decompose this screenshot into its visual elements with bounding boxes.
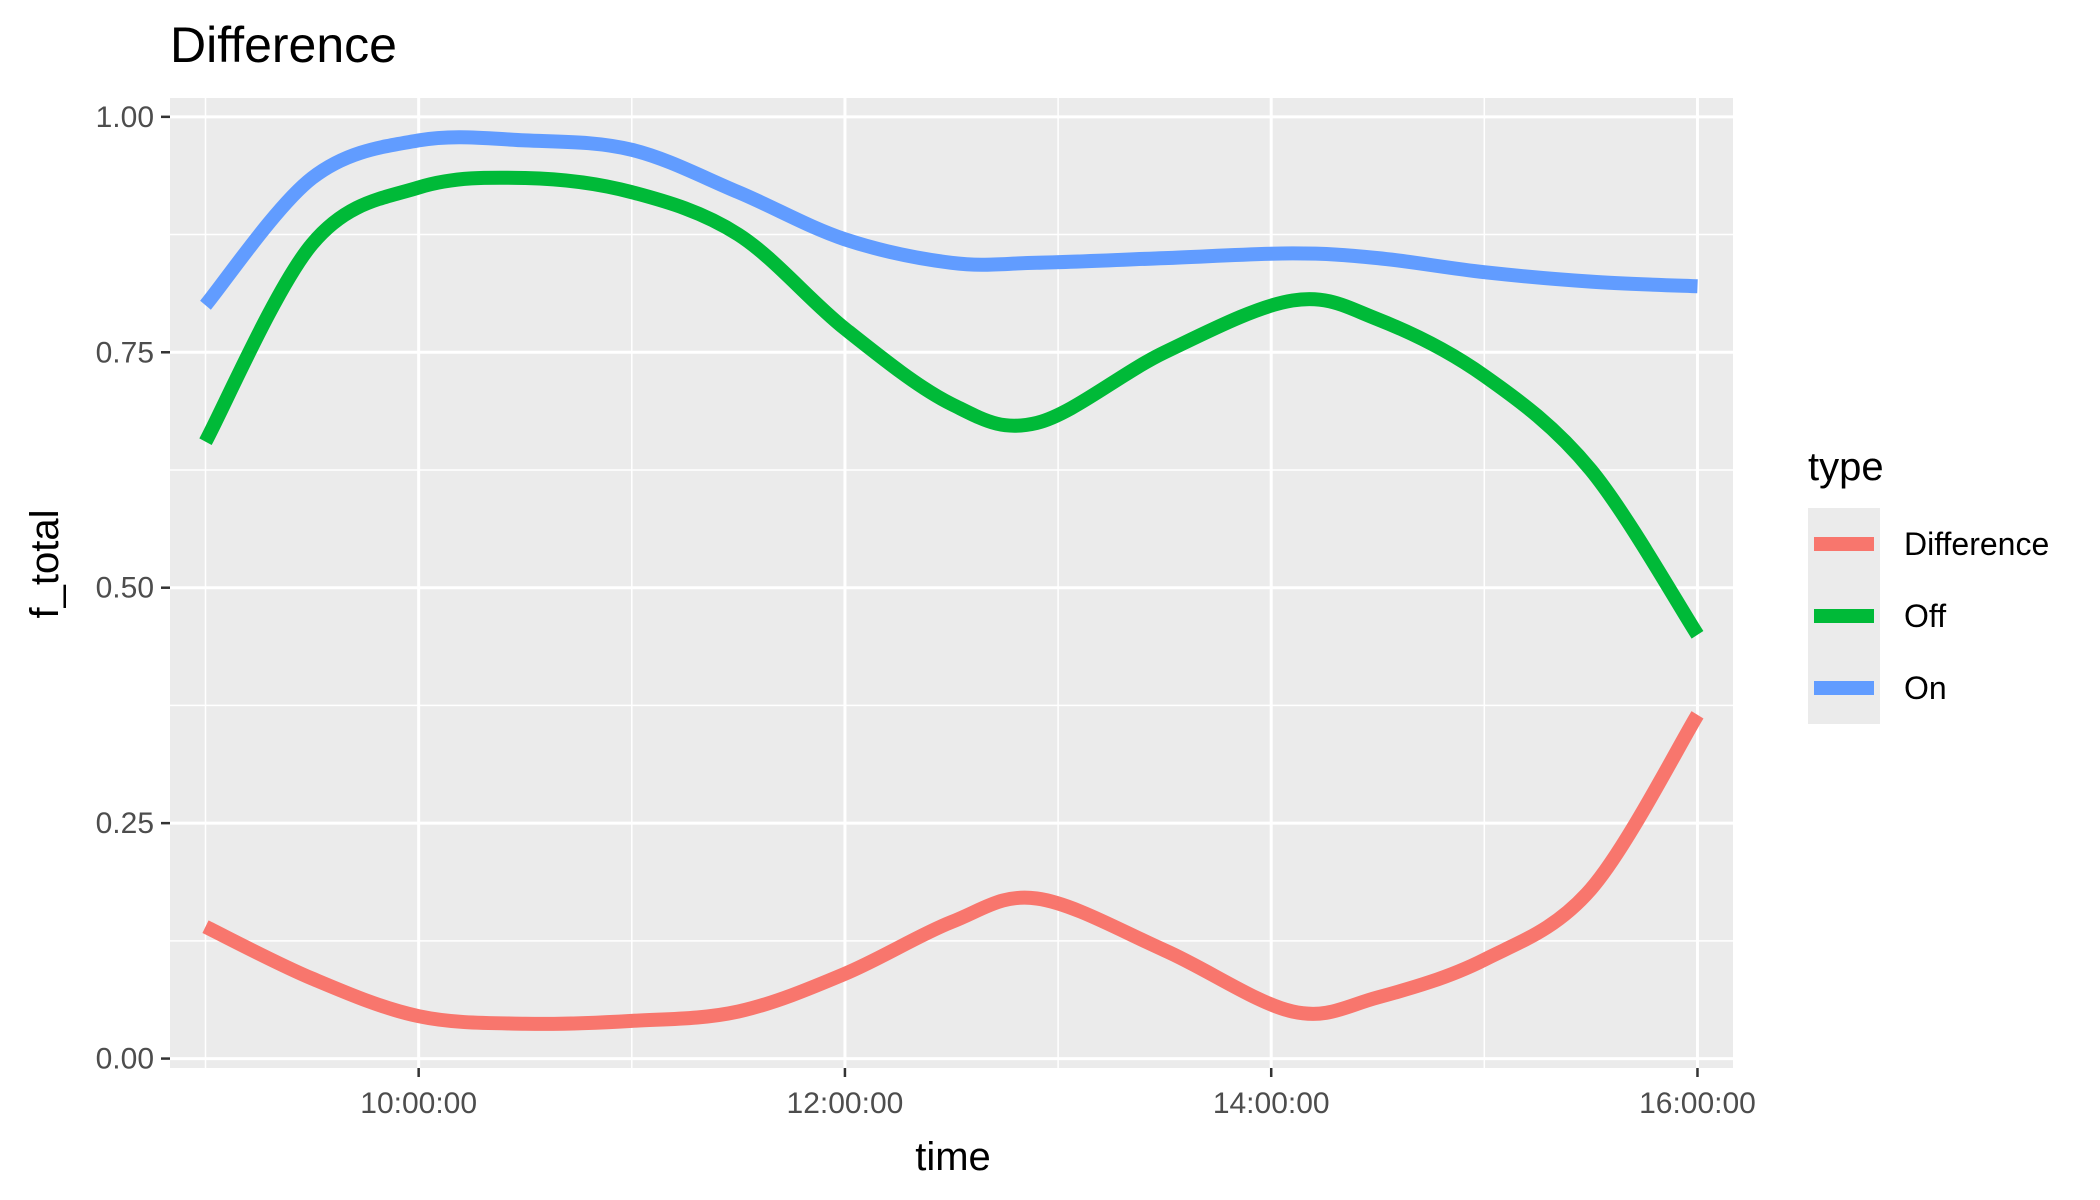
x-axis: 10:00:00 12:00:00 14:00:00 16:00:00 xyxy=(360,1068,1756,1120)
x-axis-title: time xyxy=(915,1135,991,1179)
legend-label-on: On xyxy=(1904,670,1947,706)
legend-label-off: Off xyxy=(1904,598,1946,634)
y-tick-label: 0.75 xyxy=(96,336,154,369)
x-tick-label: 14:00:00 xyxy=(1213,1087,1330,1120)
x-tick-label: 16:00:00 xyxy=(1639,1087,1756,1120)
y-tick-label: 0.00 xyxy=(96,1043,154,1076)
legend: type Difference Off On xyxy=(1808,445,2049,724)
chart-title: Difference xyxy=(170,17,397,73)
series-layer xyxy=(199,130,1704,1031)
legend-label-difference: Difference xyxy=(1904,526,2049,562)
y-tick-label: 0.50 xyxy=(96,572,154,605)
y-axis: 0.00 0.25 0.50 0.75 1.00 xyxy=(96,101,170,1076)
y-tick-label: 0.25 xyxy=(96,807,154,840)
series-line-difference xyxy=(202,711,1704,1031)
y-tick-label: 1.00 xyxy=(96,101,154,134)
legend-title: type xyxy=(1808,445,1884,489)
x-tick-label: 10:00:00 xyxy=(360,1087,477,1120)
x-tick-label: 12:00:00 xyxy=(787,1087,904,1120)
series-line-off xyxy=(199,170,1704,639)
y-axis-title: f_total xyxy=(23,510,67,619)
series-line-on xyxy=(200,130,1698,310)
